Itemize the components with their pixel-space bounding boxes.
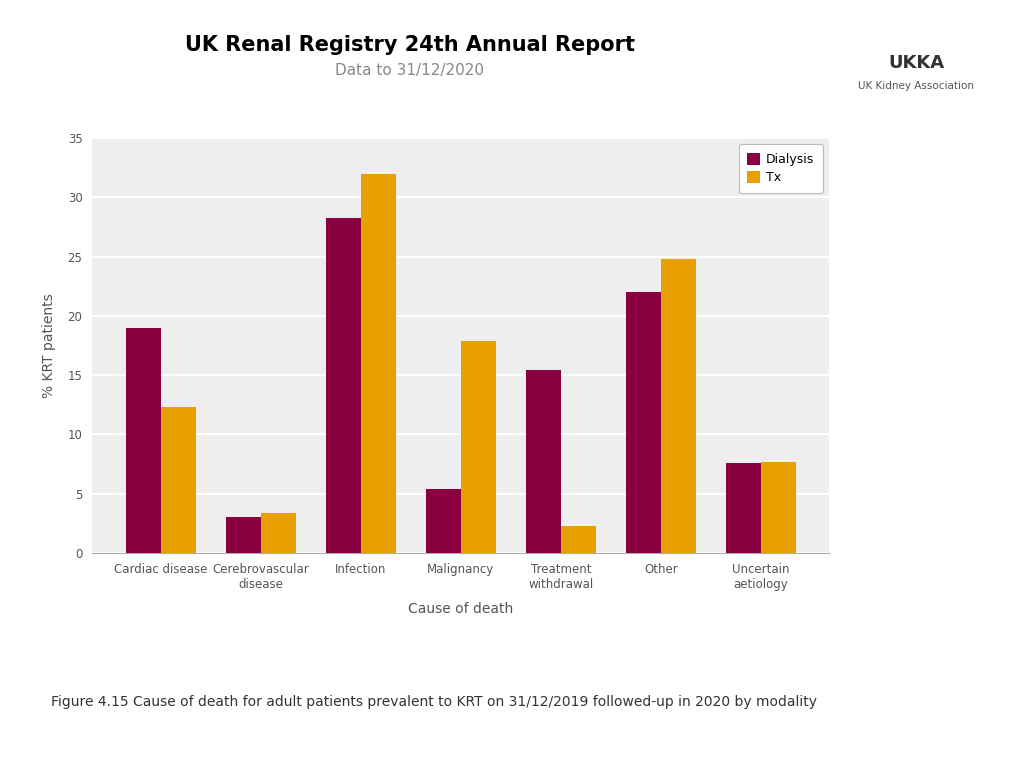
Bar (126, 328, 161, 553)
Text: Data to 31/12/2020: Data to 31/12/2020 (335, 63, 484, 78)
Text: Figure 4.15 Cause of death for adult patients prevalent to KRT on 31/12/2019 fol: Figure 4.15 Cause of death for adult pat… (51, 695, 817, 709)
Bar (225, 518, 261, 553)
Text: UKKA: UKKA (889, 54, 944, 71)
Bar (726, 463, 761, 553)
Bar (261, 513, 296, 553)
Y-axis label: % KRT patients: % KRT patients (42, 293, 56, 398)
Bar (360, 174, 395, 553)
Text: UK Kidney Association: UK Kidney Association (858, 81, 975, 91)
X-axis label: Cause of death: Cause of death (409, 602, 513, 617)
Text: UK Renal Registry 24th Annual Report: UK Renal Registry 24th Annual Report (184, 35, 635, 55)
Bar (326, 217, 360, 553)
Bar (426, 489, 461, 553)
Bar (660, 259, 696, 553)
Bar (561, 526, 596, 553)
Bar (761, 462, 796, 553)
Bar (161, 407, 196, 553)
Bar (461, 341, 496, 553)
Legend: Dialysis, Tx: Dialysis, Tx (738, 144, 823, 193)
Bar (526, 370, 561, 553)
Bar (626, 293, 660, 553)
